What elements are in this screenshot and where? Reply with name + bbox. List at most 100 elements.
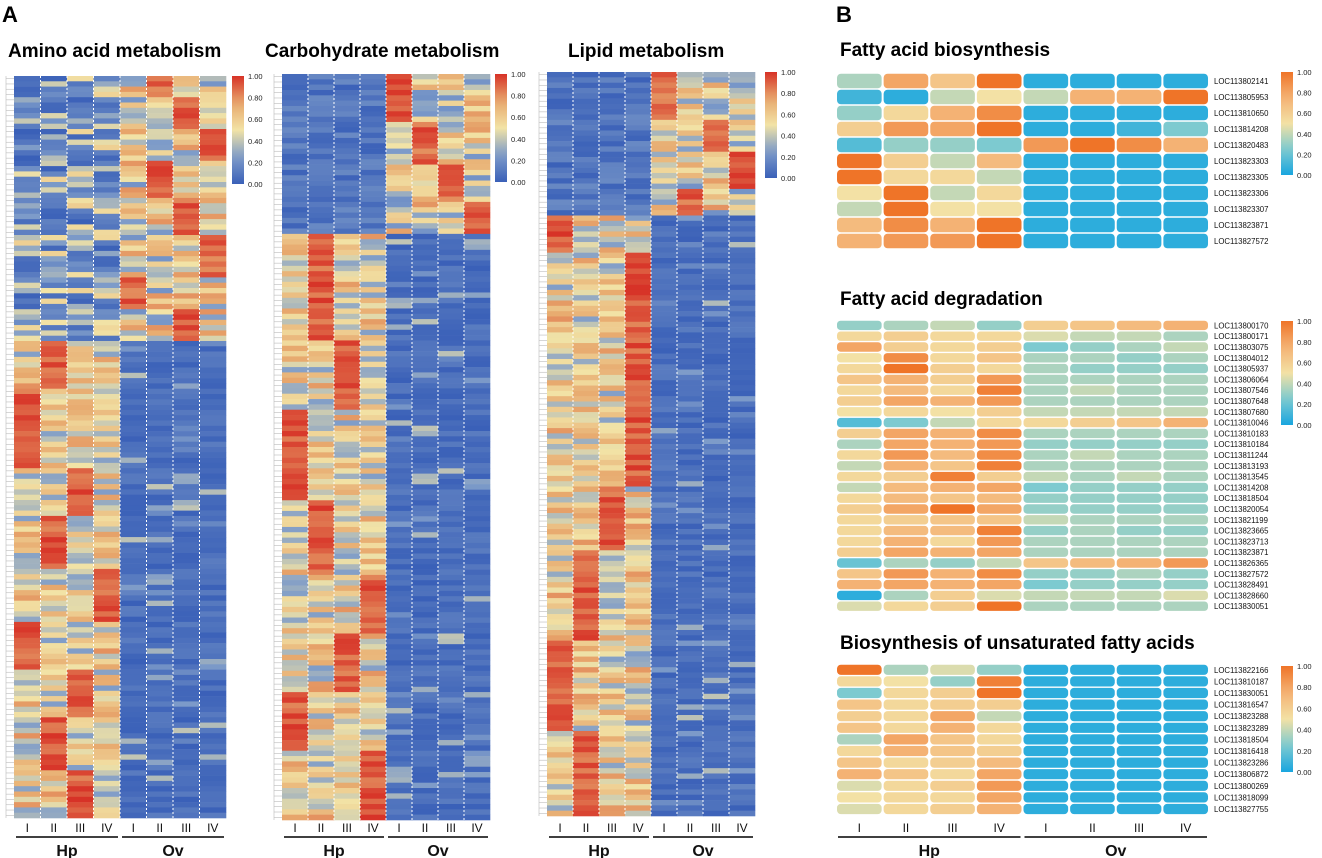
heatmap-cell [173, 171, 200, 177]
heatmap-cell [930, 515, 975, 525]
heatmap-cell [729, 162, 756, 168]
heatmap-cell [625, 725, 652, 732]
heatmap-cell [199, 341, 227, 347]
heatmap-cell [729, 109, 756, 115]
heatmap-cell [573, 284, 600, 291]
heatmap-cell [199, 224, 227, 230]
heatmap-cell [173, 150, 200, 156]
heatmap-cell [386, 351, 413, 357]
heatmap-cell [651, 242, 678, 248]
heatmap-cell [199, 155, 227, 162]
heatmap-cell [14, 372, 41, 379]
heatmap-cell [308, 441, 335, 448]
heatmap-cell [40, 717, 68, 723]
heatmap-cell [677, 789, 704, 796]
heatmap-cell [573, 444, 600, 450]
heatmap-cell [93, 235, 121, 241]
heatmap-cell [93, 674, 121, 681]
heatmap-cell [625, 497, 652, 503]
heatmap-cell [677, 757, 704, 764]
heatmap-cell [334, 244, 361, 251]
heatmap-cell [677, 433, 704, 439]
heatmap-cell [703, 555, 730, 562]
heatmap-cell [334, 319, 361, 325]
heatmap-cell [386, 287, 413, 293]
heatmap-cell [438, 196, 465, 203]
heatmap-cell [837, 699, 882, 710]
heatmap-cell [625, 603, 652, 610]
heatmap-cell [308, 148, 335, 155]
heatmap-cell [360, 447, 387, 453]
heatmap-cell [677, 125, 704, 131]
heatmap-cell [40, 743, 68, 750]
heatmap-cell [412, 489, 439, 496]
heatmap-cell [334, 372, 361, 379]
heatmap-cell [976, 792, 1022, 803]
heatmap-cell [677, 704, 704, 711]
heatmap-cell [729, 582, 756, 588]
heatmap-cell [1116, 536, 1162, 547]
heatmap-cell [282, 420, 309, 426]
heatmap-cell [360, 654, 387, 661]
heatmap-cell [146, 261, 174, 268]
heatmap-cell [67, 515, 94, 522]
heatmap-cell [625, 396, 652, 402]
heatmap-cell [438, 478, 465, 485]
heatmap-cell [438, 756, 465, 762]
heatmap-cell [360, 372, 387, 379]
heatmap-cell [14, 526, 41, 533]
heatmap-cell [173, 653, 200, 660]
heatmap-cell [677, 513, 704, 519]
heatmap-cell [464, 233, 491, 240]
heatmap-cell [651, 396, 678, 402]
heatmap-cell [386, 681, 413, 688]
heatmap-cell [282, 729, 309, 736]
heatmap-cell [573, 491, 600, 498]
heatmap-cell [1023, 73, 1069, 89]
heatmap-cell [146, 187, 174, 193]
heatmap-cell [625, 560, 652, 567]
heatmap-cell [146, 425, 174, 432]
heatmap-cell [651, 263, 678, 269]
heatmap-cell [703, 486, 730, 493]
heatmap-cell [334, 340, 361, 347]
heatmap-cell [573, 624, 600, 631]
heatmap-cell [573, 258, 600, 264]
heatmap-cell [93, 547, 121, 554]
heatmap-cell [386, 313, 413, 320]
heatmap-cell [677, 683, 704, 689]
heatmap-cell [334, 569, 361, 576]
heatmap-cell [67, 394, 94, 400]
heatmap-cell [360, 121, 387, 128]
heatmap-cell [930, 482, 975, 493]
heatmap-cell [930, 722, 975, 733]
heatmap-cell [360, 420, 387, 426]
heatmap-cell [14, 749, 41, 755]
heatmap-cell [360, 494, 387, 501]
gene-label: LOC113800170 [1214, 321, 1269, 330]
heatmap-cell [386, 196, 413, 203]
heatmap-cell [547, 444, 574, 450]
heatmap-cell [464, 281, 491, 288]
heatmap-cell [703, 305, 730, 312]
heatmap-cell [386, 89, 413, 96]
heatmap-cell [573, 608, 600, 615]
heatmap-cell [14, 91, 41, 98]
heatmap-cell [14, 775, 41, 782]
heatmap-cell [360, 127, 387, 133]
heatmap-cell [93, 150, 121, 156]
heatmap-cell [625, 93, 652, 99]
heatmap-cell [599, 592, 626, 599]
heatmap-cell [547, 167, 574, 174]
heatmap-cell [199, 298, 227, 305]
heatmap-cell [120, 341, 147, 347]
heatmap-cell [438, 441, 465, 448]
heatmap-cell [120, 484, 147, 490]
heatmap-cell [412, 697, 439, 704]
heatmap-cell [677, 151, 704, 158]
heatmap-cell [120, 500, 147, 506]
heatmap-cell [67, 97, 94, 103]
heatmap-cell [438, 249, 465, 256]
heatmap-cell [547, 98, 574, 105]
heatmap-cell [729, 693, 756, 700]
